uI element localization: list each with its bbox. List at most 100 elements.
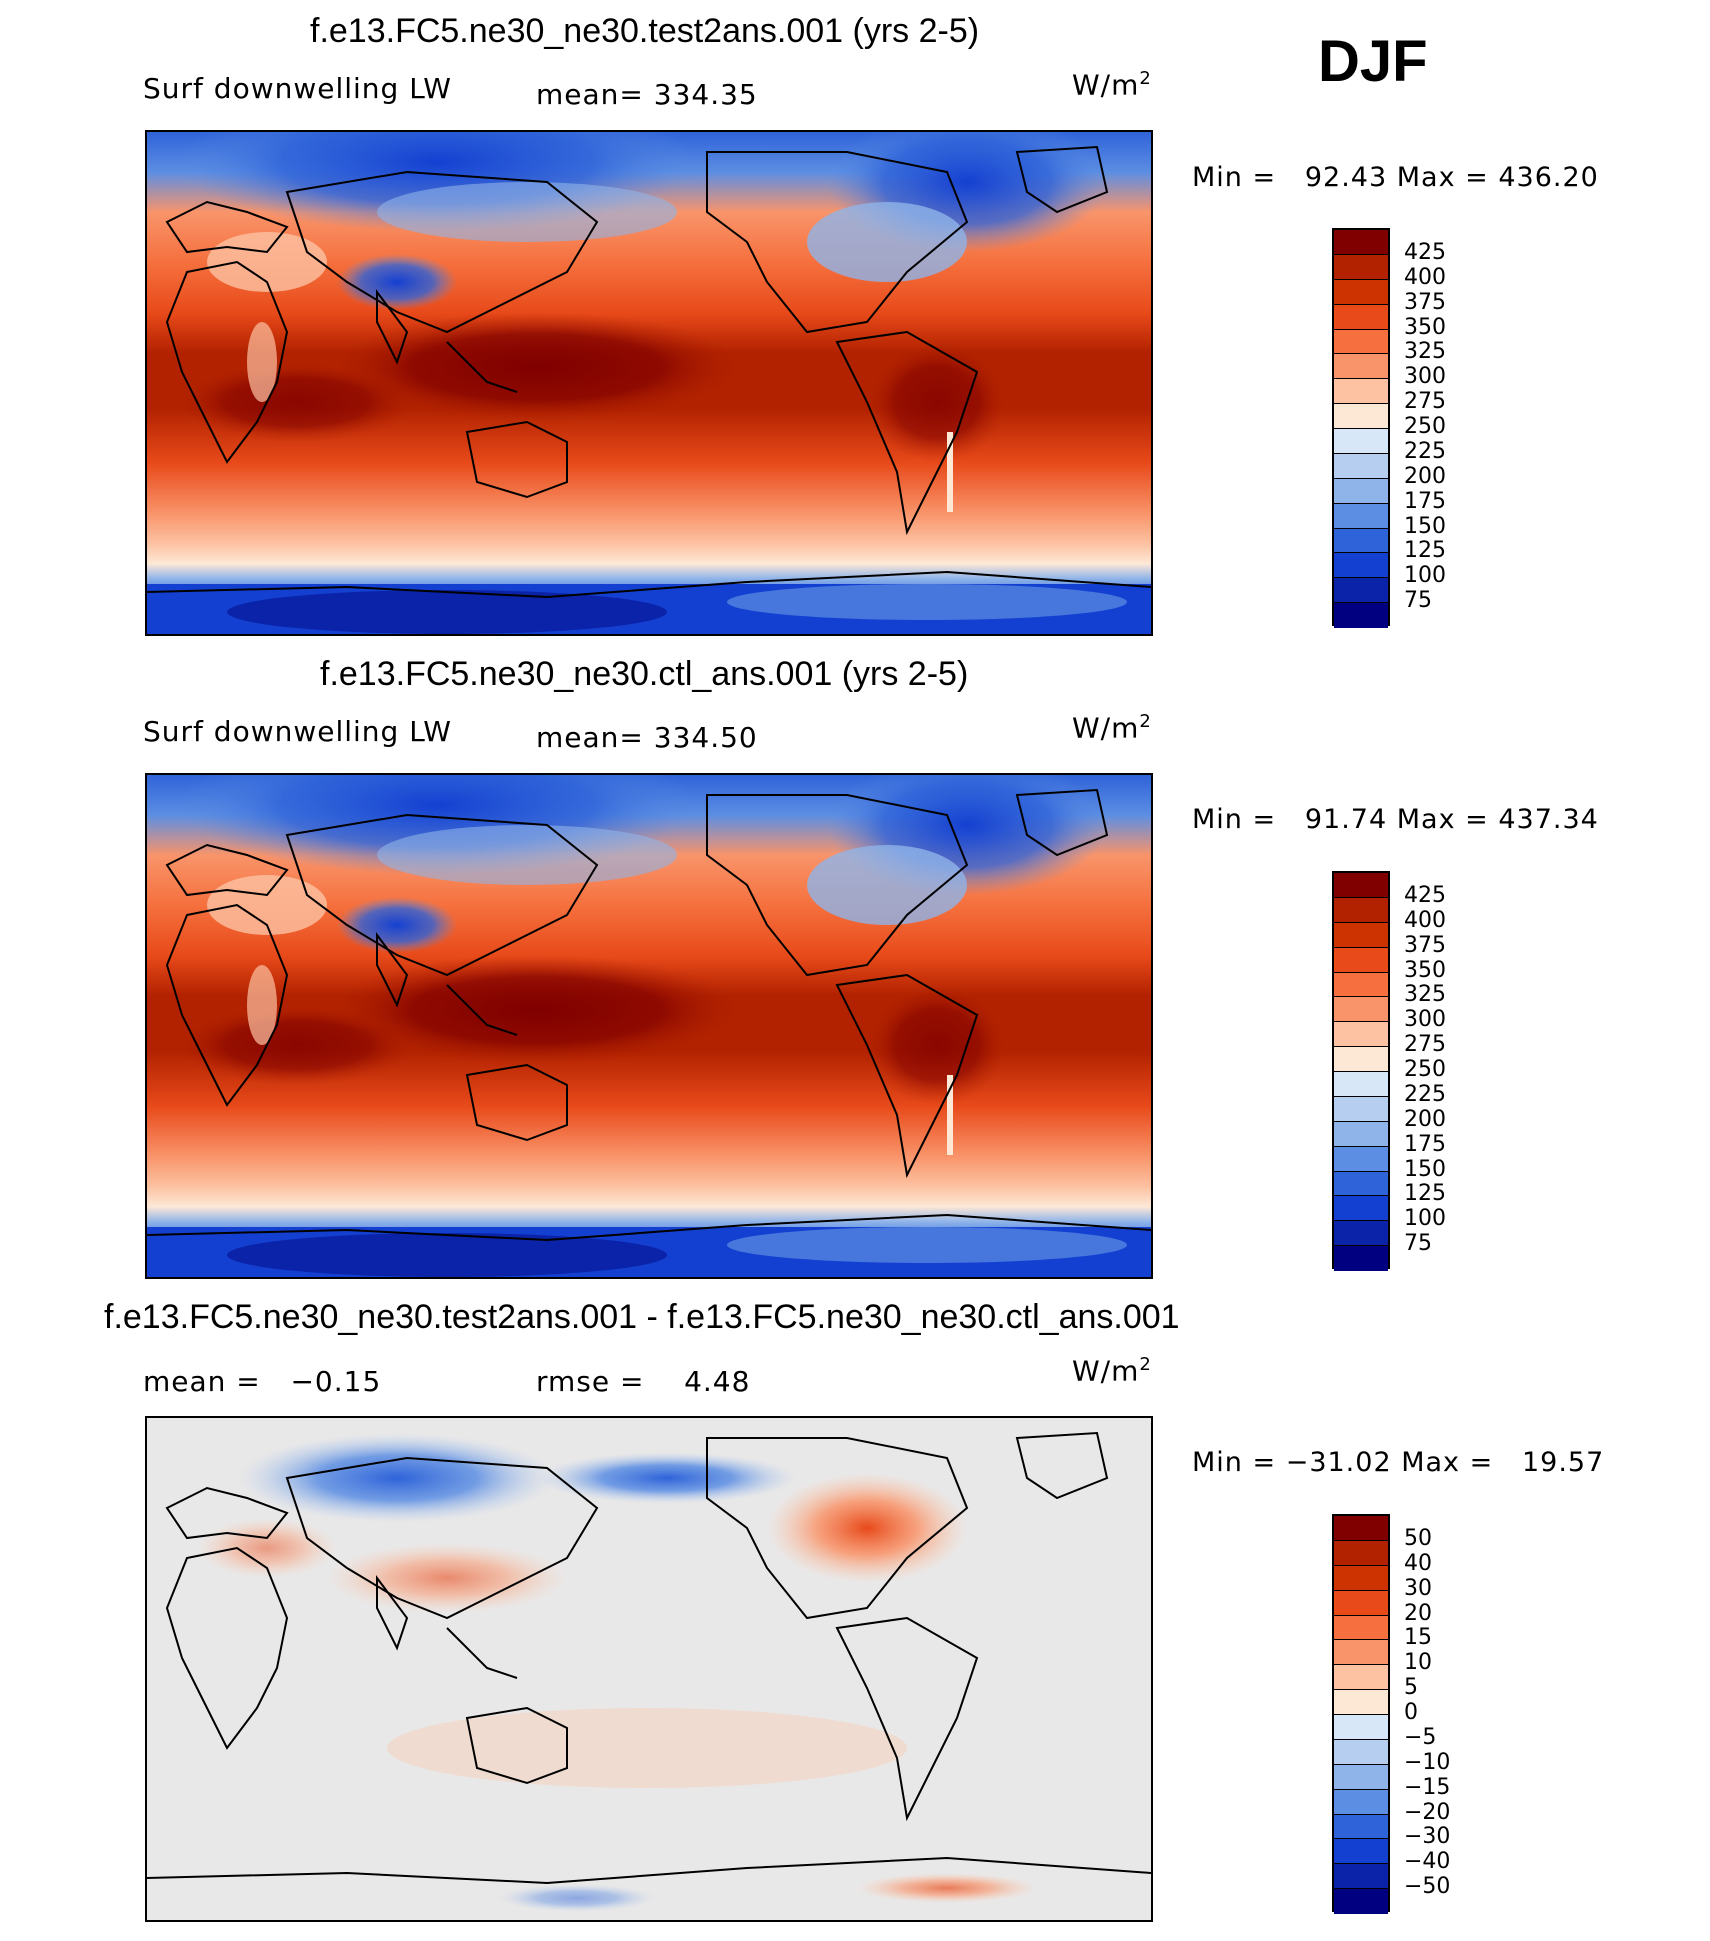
- colorbar-tick-label: 225: [1404, 1081, 1446, 1107]
- colorbar-segment: [1334, 1221, 1388, 1247]
- colorbar-tick-label: 5: [1404, 1675, 1418, 1701]
- colorbar-tick-label: −5: [1404, 1724, 1437, 1750]
- colorbar-tick-label: 75: [1404, 588, 1432, 614]
- colorbar-segment: [1334, 379, 1388, 405]
- panel-1-units: W/m2: [1072, 68, 1152, 102]
- colorbar-segment: [1334, 603, 1388, 628]
- panel-3-units: W/m2: [1072, 1354, 1152, 1388]
- colorbar-tick-label: 175: [1404, 488, 1446, 514]
- colorbar-tick-label: 100: [1404, 1206, 1446, 1232]
- colorbar-segment: [1334, 1690, 1388, 1715]
- colorbar-segment: [1334, 1047, 1388, 1072]
- colorbar-tick-label: 375: [1404, 289, 1446, 315]
- colorbar-segment: [1334, 429, 1388, 454]
- colorbar-segment: [1334, 1789, 1388, 1815]
- panel-2-field: [147, 775, 1151, 1277]
- colorbar-tick-label: 225: [1404, 438, 1446, 464]
- colorbar-segment: [1334, 1814, 1388, 1840]
- colorbar-tick-label: 400: [1404, 907, 1446, 933]
- colorbar-tick-label: 125: [1404, 1181, 1446, 1207]
- colorbar-segment: [1334, 1072, 1388, 1097]
- colorbar-segment: [1334, 1590, 1388, 1616]
- colorbar-segment: [1334, 578, 1388, 604]
- colorbar-tick-label: 425: [1404, 882, 1446, 908]
- colorbar-segment: [1334, 230, 1388, 255]
- colorbar-segment: [1334, 873, 1388, 898]
- colorbar-tick-label: 350: [1404, 957, 1446, 983]
- colorbar-segment: [1334, 897, 1388, 923]
- colorbar-segment: [1334, 1739, 1388, 1765]
- colorbar-tick-label: 300: [1404, 1007, 1446, 1033]
- panel-3-title: f.e13.FC5.ne30_ne30.test2ans.001 - f.e13…: [104, 1298, 1180, 1336]
- colorbar-tick-label: 125: [1404, 538, 1446, 564]
- colorbar-segment: [1334, 329, 1388, 355]
- colorbar-tick-label: −40: [1404, 1849, 1451, 1875]
- colorbar-segment: [1334, 1196, 1388, 1222]
- colorbar-tick-label: 275: [1404, 389, 1446, 415]
- colorbar-tick-label: 250: [1404, 1057, 1446, 1082]
- panel-1-field: [147, 132, 1151, 634]
- colorbar-segment: [1334, 1665, 1388, 1691]
- colorbar-segment: [1334, 404, 1388, 429]
- panel-3-colorbar: [1332, 1514, 1390, 1914]
- colorbar-segment: [1334, 947, 1388, 973]
- colorbar-tick-label: 175: [1404, 1131, 1446, 1157]
- colorbar-tick-label: 250: [1404, 414, 1446, 439]
- colorbar-tick-label: 150: [1404, 1156, 1446, 1182]
- colorbar-tick-label: −10: [1404, 1749, 1451, 1775]
- colorbar-segment: [1334, 1022, 1388, 1048]
- colorbar-tick-label: 325: [1404, 339, 1446, 365]
- colorbar-segment: [1334, 1864, 1388, 1890]
- colorbar-segment: [1334, 453, 1388, 479]
- panel-3-minmax: Min = −31.02 Max = 19.57: [1192, 1447, 1605, 1478]
- colorbar-tick-label: 75: [1404, 1231, 1432, 1257]
- colorbar-segment: [1334, 1565, 1388, 1591]
- panel-3-field: [147, 1418, 1151, 1920]
- colorbar-tick-label: 400: [1404, 264, 1446, 290]
- colorbar-segment: [1334, 478, 1388, 504]
- season-label: DJF: [1318, 29, 1428, 94]
- colorbar-tick-label: 325: [1404, 982, 1446, 1008]
- panel-3-mean-label: mean = −0.15: [143, 1365, 382, 1398]
- colorbar-tick-label: 425: [1404, 239, 1446, 265]
- colorbar-segment: [1334, 553, 1388, 579]
- colorbar-segment: [1334, 1121, 1388, 1147]
- colorbar-tick-label: 30: [1404, 1575, 1432, 1601]
- colorbar-segment: [1334, 503, 1388, 529]
- panel-2-minmax: Min = 91.74 Max = 437.34: [1192, 804, 1599, 835]
- panel-2-units: W/m2: [1072, 711, 1152, 745]
- colorbar-tick-label: −20: [1404, 1799, 1451, 1825]
- colorbar-tick-label: 20: [1404, 1600, 1432, 1626]
- panel-2-colorbar: [1332, 871, 1390, 1271]
- colorbar-segment: [1334, 354, 1388, 380]
- panel-1-variable-label: Surf downwelling LW: [143, 72, 452, 105]
- panel-2-mean-label: mean= 334.50: [536, 721, 758, 754]
- panel-1-mean-label: mean= 334.35: [536, 78, 758, 111]
- colorbar-segment: [1334, 1764, 1388, 1790]
- colorbar-segment: [1334, 1615, 1388, 1641]
- colorbar-segment: [1334, 254, 1388, 280]
- colorbar-segment: [1334, 1146, 1388, 1172]
- panel-2-variable-label: Surf downwelling LW: [143, 715, 452, 748]
- panel-3-map: [145, 1416, 1153, 1922]
- colorbar-segment: [1334, 1516, 1388, 1541]
- panel-1-minmax: Min = 92.43 Max = 436.20: [1192, 162, 1599, 193]
- colorbar-segment: [1334, 1540, 1388, 1566]
- colorbar-tick-label: 275: [1404, 1032, 1446, 1058]
- colorbar-segment: [1334, 1715, 1388, 1740]
- colorbar-segment: [1334, 922, 1388, 948]
- colorbar-tick-label: 350: [1404, 314, 1446, 340]
- colorbar-tick-label: 200: [1404, 1106, 1446, 1132]
- colorbar-segment: [1334, 997, 1388, 1023]
- colorbar-segment: [1334, 972, 1388, 998]
- colorbar-segment: [1334, 279, 1388, 305]
- colorbar-tick-label: −50: [1404, 1874, 1451, 1900]
- colorbar-segment: [1334, 1889, 1388, 1914]
- colorbar-tick-label: 375: [1404, 932, 1446, 958]
- colorbar-tick-label: 15: [1404, 1625, 1432, 1651]
- panel-1-map: [145, 130, 1153, 636]
- colorbar-segment: [1334, 1096, 1388, 1122]
- colorbar-tick-label: 100: [1404, 563, 1446, 589]
- colorbar-tick-label: 10: [1404, 1650, 1432, 1676]
- colorbar-segment: [1334, 528, 1388, 554]
